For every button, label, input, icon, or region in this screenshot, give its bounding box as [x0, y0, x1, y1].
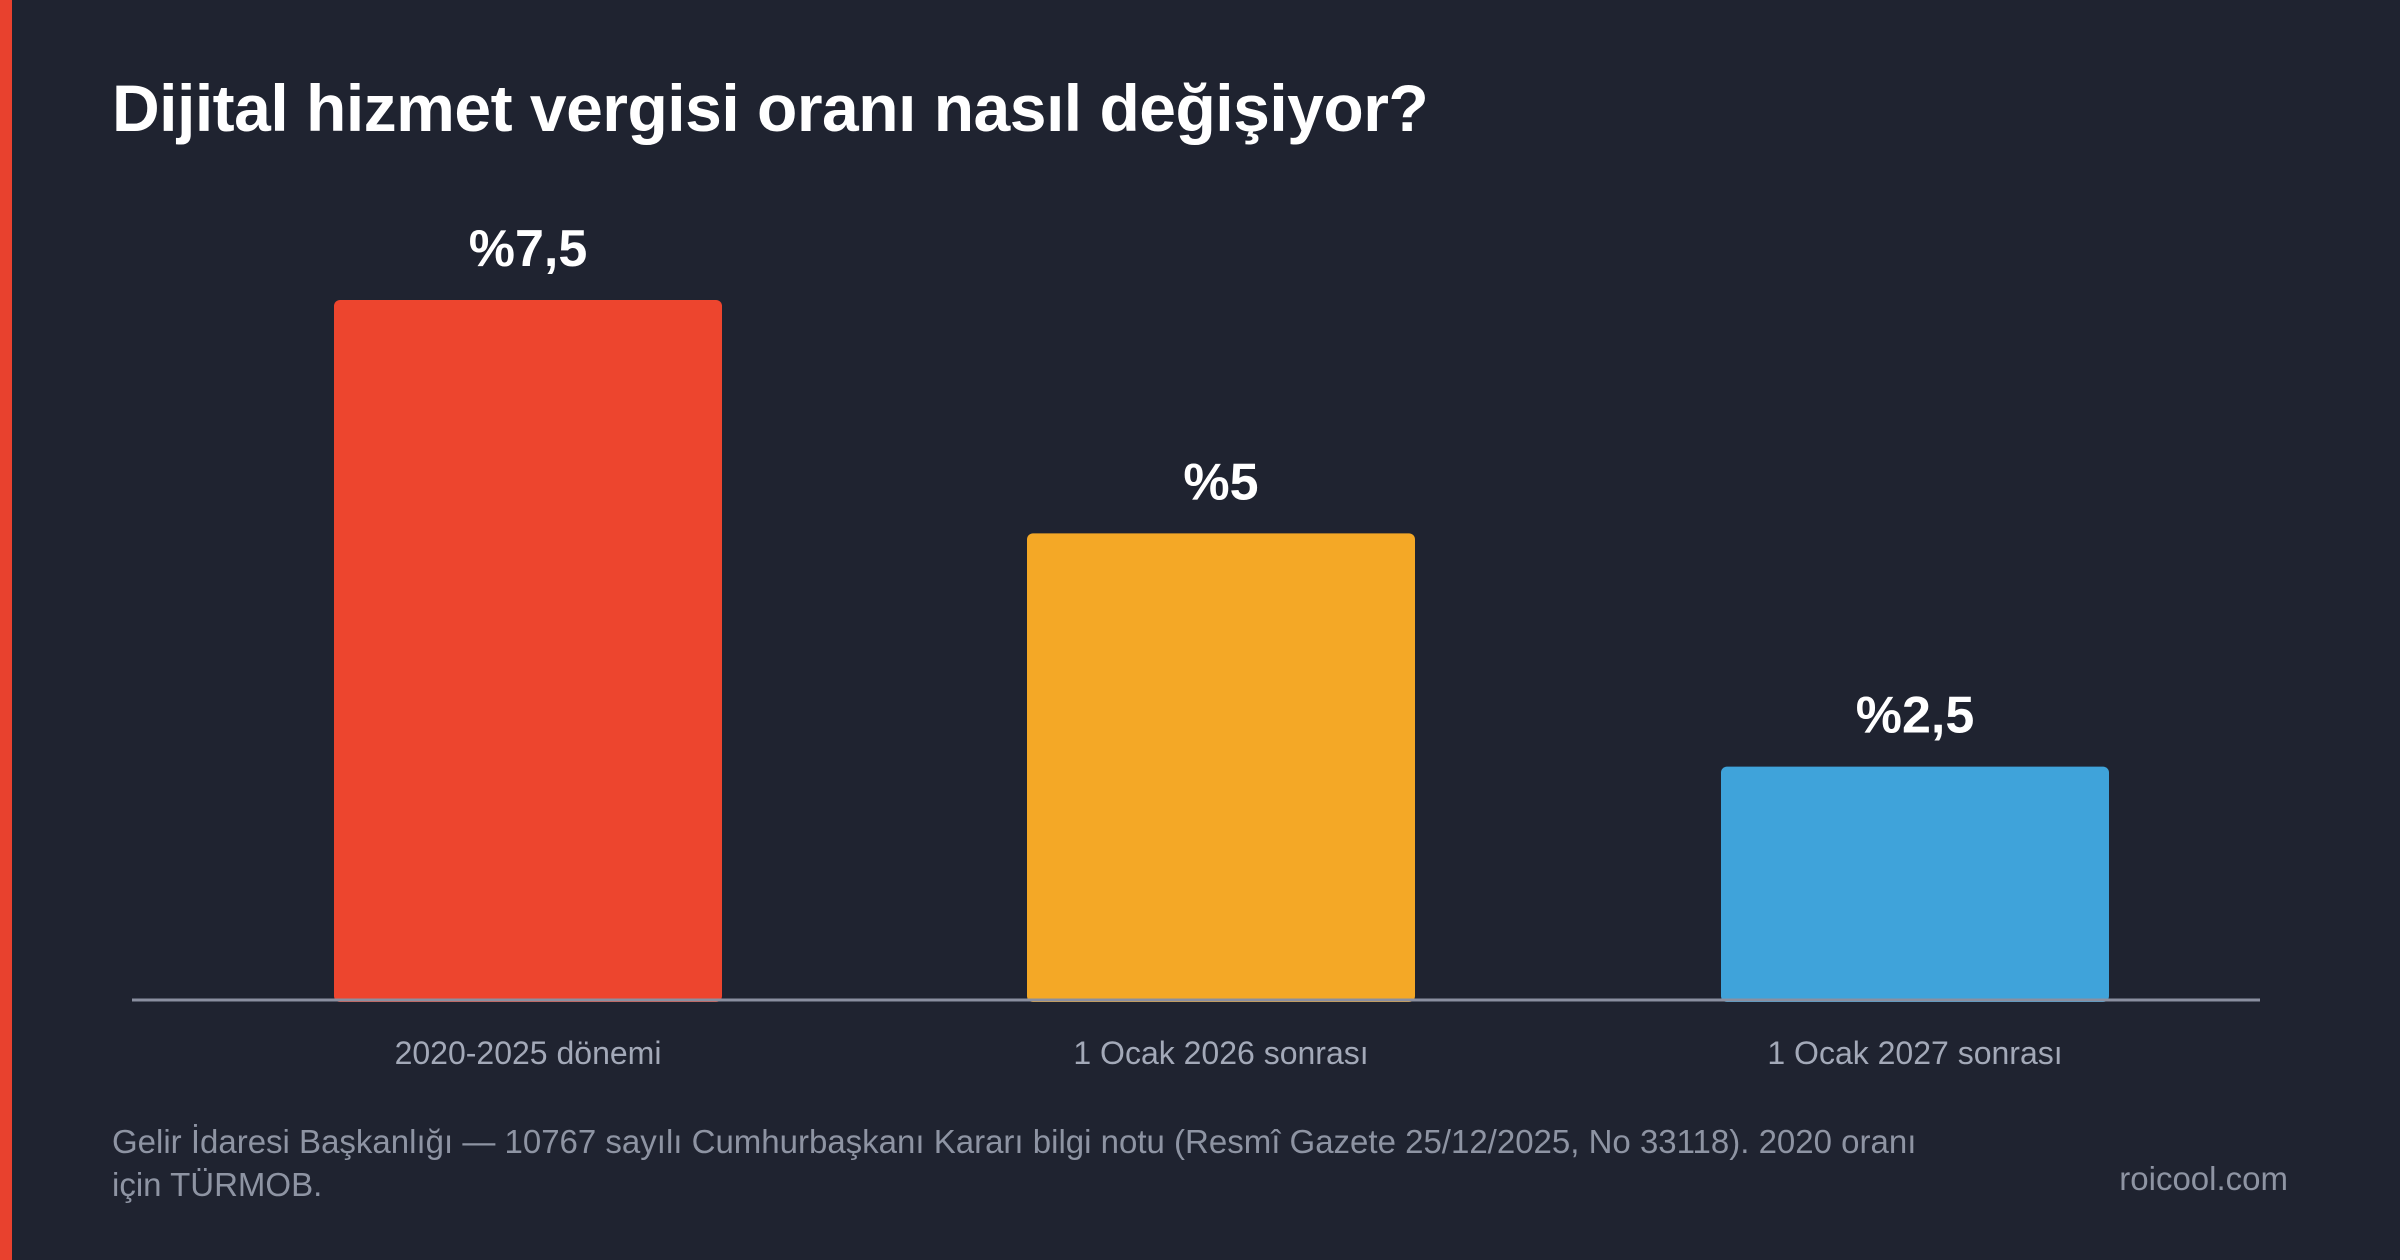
category-label-3: 1 Ocak 2027 sonrası: [1767, 1035, 2062, 1071]
bar-2: [1027, 533, 1415, 1002]
brand-link[interactable]: roicool.com: [2119, 1160, 2288, 1197]
category-label-1: 2020-2025 dönemi: [395, 1035, 662, 1071]
source-note: Gelir İdaresi Başkanlığı — 10767 sayılı …: [112, 1123, 1917, 1203]
bar-3: [1721, 766, 2109, 1002]
accent-stripe: [0, 0, 12, 1260]
data-label-3: %2,5: [1856, 687, 1975, 745]
chart-title: Dijital hizmet vergisi oranı nasıl değiş…: [112, 71, 1429, 145]
data-label-2: %5: [1183, 453, 1258, 511]
data-label-1: %7,5: [469, 220, 588, 278]
bar-1: [334, 300, 722, 1002]
category-label-2: 1 Ocak 2026 sonrası: [1073, 1035, 1368, 1071]
